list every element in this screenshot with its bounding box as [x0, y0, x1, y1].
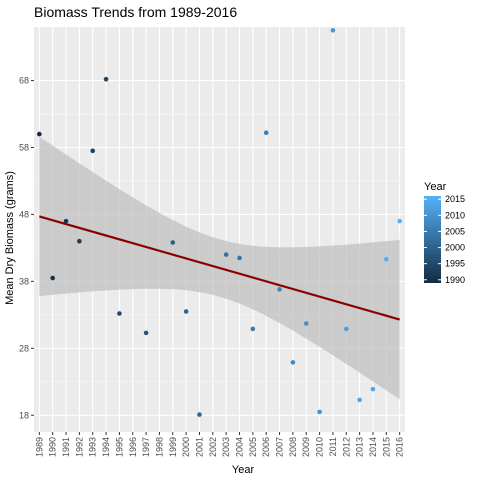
- x-tick-label: 1994: [101, 437, 111, 457]
- x-tick-label: 1998: [154, 437, 164, 457]
- x-tick-label: 2012: [341, 437, 351, 457]
- data-point: [290, 360, 296, 365]
- data-point: [397, 218, 402, 224]
- y-tick-label: 58: [19, 142, 29, 152]
- x-tick-label: 2010: [315, 437, 325, 457]
- data-point: [330, 28, 336, 33]
- data-point: [63, 218, 69, 224]
- legend-tick-label: 2010: [445, 210, 465, 220]
- data-point: [170, 240, 176, 245]
- x-tick-label: 2014: [368, 437, 378, 457]
- x-tick-label: 1991: [61, 437, 71, 457]
- data-point: [384, 256, 389, 262]
- x-tick-label: 2008: [288, 437, 298, 457]
- x-tick-label: 1990: [48, 437, 58, 457]
- x-tick-label: 2006: [261, 437, 271, 457]
- x-tick-label: 2011: [328, 437, 338, 456]
- x-tick-label: 1989: [34, 437, 44, 457]
- x-tick-label: 1997: [141, 437, 151, 457]
- x-tick-label: 1999: [168, 437, 178, 457]
- y-axis-title: Mean Dry Biomass (grams): [4, 171, 16, 305]
- legend-tick-label: 2015: [445, 194, 465, 204]
- x-tick-label: 1992: [74, 437, 84, 457]
- x-tick-label: 2013: [355, 437, 365, 457]
- x-tick-label: 2002: [208, 437, 218, 457]
- legend-title: Year: [424, 181, 447, 193]
- y-tick-label: 28: [19, 343, 29, 353]
- legend-colorbar: [424, 196, 441, 283]
- legend-tick-label: 2005: [445, 226, 465, 236]
- data-point: [223, 252, 229, 257]
- data-point: [357, 397, 362, 403]
- data-point: [90, 148, 96, 154]
- plot-panel: [34, 27, 405, 432]
- y-tick-label: 18: [19, 410, 29, 420]
- x-tick-label: 1993: [88, 437, 98, 457]
- x-tick-label: 2009: [301, 437, 311, 457]
- data-point: [250, 326, 256, 332]
- data-point: [117, 311, 122, 316]
- data-point: [303, 321, 309, 326]
- x-tick-label: 2004: [235, 437, 245, 457]
- legend-tick-label: 1990: [445, 275, 465, 285]
- x-axis: 1989 1990 1991 1992 1993 1994 1995 1996 1997 1998…: [34, 432, 405, 457]
- x-axis-title: Year: [232, 464, 255, 476]
- legend-tick-label: 2000: [445, 243, 465, 253]
- data-point: [50, 275, 55, 281]
- x-tick-label: 2016: [395, 437, 405, 457]
- data-point: [77, 238, 82, 244]
- trend-line: [39, 215, 400, 321]
- y-tick-label: 38: [19, 276, 29, 286]
- data-point: [37, 131, 42, 137]
- x-tick-label: 2007: [275, 437, 285, 457]
- x-tick-label: 2001: [194, 437, 204, 457]
- x-tick-label: 1995: [114, 437, 124, 457]
- data-point: [197, 412, 202, 417]
- data-point: [370, 386, 376, 392]
- legend-tick-label: 1995: [445, 259, 465, 269]
- data-point: [183, 309, 189, 314]
- data-point: [103, 76, 109, 82]
- chart-title: Biomass Trends from 1989-2016: [34, 4, 237, 20]
- data-point: [343, 326, 349, 332]
- data-point: [317, 409, 322, 415]
- legend: Year 2015 2010 2005 2000 1995 1990: [424, 181, 465, 285]
- x-tick-label: 2003: [221, 437, 231, 457]
- data-point: [263, 130, 269, 136]
- x-tick-label: 2005: [248, 437, 258, 457]
- x-tick-label: 2015: [381, 437, 391, 457]
- x-tick-label: 1996: [128, 437, 138, 457]
- data-point: [237, 255, 242, 261]
- y-tick-label: 68: [19, 76, 29, 86]
- data-point: [277, 287, 282, 292]
- y-tick-label: 48: [19, 209, 29, 219]
- x-tick-label: 2000: [181, 437, 191, 457]
- data-point: [143, 330, 149, 336]
- y-axis: 18 28 38 48 58 68: [19, 76, 34, 420]
